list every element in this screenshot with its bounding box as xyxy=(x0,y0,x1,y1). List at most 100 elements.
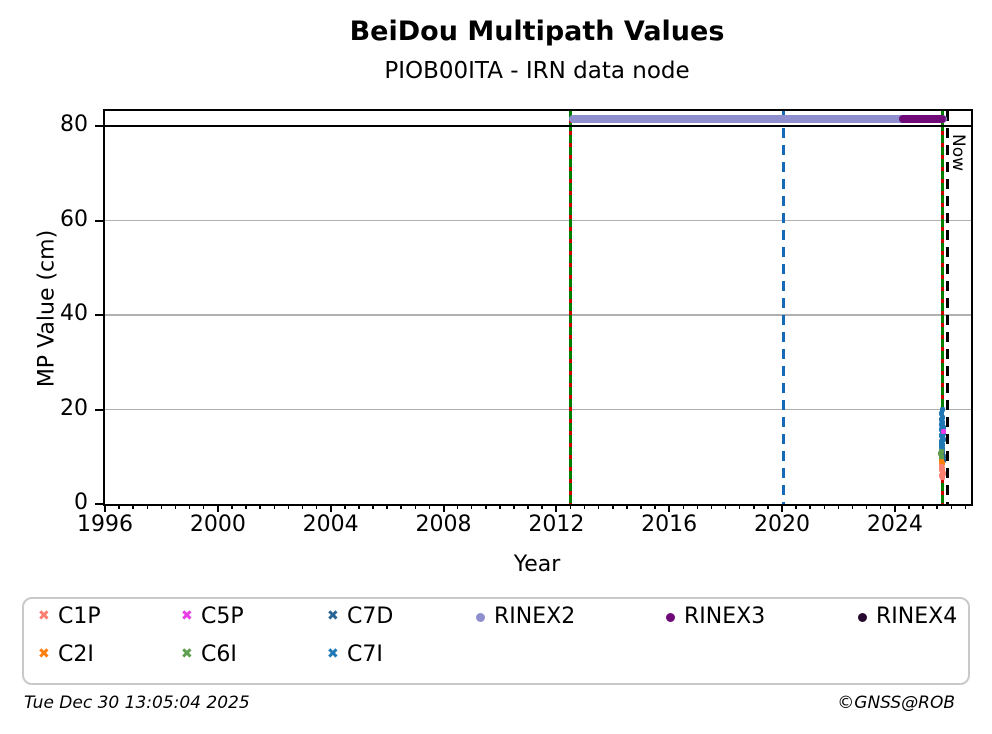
x-minor-tick xyxy=(809,504,811,509)
x-major-tick xyxy=(104,504,106,512)
legend-label-c7d: C7D xyxy=(347,604,394,629)
rinex3-circle-marker-icon xyxy=(666,613,675,622)
gridline-y xyxy=(105,219,971,222)
scatter-point-C7I xyxy=(940,414,946,420)
chart-subtitle: PIOB00ITA - IRN data node xyxy=(384,58,690,84)
x-axis-title: Year xyxy=(513,552,561,577)
x-minor-tick xyxy=(612,504,614,509)
x-minor-tick xyxy=(753,504,755,509)
rinex2-circle-marker-icon xyxy=(476,613,485,622)
x-tick-label: 2004 xyxy=(302,512,359,537)
rinex4-circle-marker-icon xyxy=(858,613,867,622)
chart-title: BeiDou Multipath Values xyxy=(349,16,725,47)
x-minor-tick xyxy=(202,504,205,509)
x-minor-tick xyxy=(569,504,572,509)
x-tick-label: 1996 xyxy=(77,512,133,537)
x-minor-tick xyxy=(485,504,487,509)
x-minor-tick xyxy=(597,504,600,509)
x-minor-tick xyxy=(865,504,868,509)
x-minor-tick xyxy=(414,504,417,509)
legend-label-c5p: C5P xyxy=(201,604,244,629)
y-tick-label: 0 xyxy=(74,490,88,515)
x-tick-label: 2024 xyxy=(866,512,923,537)
y-major-tick xyxy=(95,219,103,222)
x-minor-tick xyxy=(287,504,290,509)
x-minor-tick xyxy=(654,504,656,509)
x-minor-tick xyxy=(160,504,163,509)
x-tick-label: 2008 xyxy=(415,512,472,537)
scatter-point-C6I xyxy=(938,448,944,454)
x-minor-tick xyxy=(837,504,840,509)
x-minor-tick xyxy=(922,504,924,509)
x-minor-tick xyxy=(724,504,727,509)
x-minor-tick xyxy=(428,504,431,509)
x-minor-tick xyxy=(767,504,769,509)
x-major-tick xyxy=(781,504,783,512)
x-minor-tick xyxy=(301,504,304,509)
first-obs-line xyxy=(568,111,572,504)
x-major-tick xyxy=(442,504,445,512)
c7i-x-marker-icon: ✖ xyxy=(327,646,339,662)
rinex3-line xyxy=(781,111,785,504)
y-tick-label: 20 xyxy=(60,395,88,421)
legend-box xyxy=(22,597,970,685)
y-major-tick xyxy=(95,503,103,505)
x-minor-tick xyxy=(470,504,473,509)
x-minor-tick xyxy=(710,504,713,509)
x-minor-tick xyxy=(626,504,628,509)
c6i-x-marker-icon: ✖ xyxy=(181,646,193,662)
x-minor-tick xyxy=(823,504,826,509)
x-minor-tick xyxy=(231,504,233,509)
legend-label-c1p: C1P xyxy=(58,604,101,629)
x-minor-tick xyxy=(146,504,149,509)
c7d-x-marker-icon: ✖ xyxy=(327,608,339,624)
x-minor-tick xyxy=(386,504,388,509)
x-minor-tick xyxy=(583,504,586,509)
x-minor-tick xyxy=(245,504,247,509)
x-minor-tick xyxy=(400,504,402,509)
y-major-tick xyxy=(95,125,103,128)
x-minor-tick xyxy=(273,504,275,509)
x-minor-tick xyxy=(358,504,360,509)
plot-area xyxy=(103,109,973,506)
timestamp: Tue Dec 30 13:05:04 2025 xyxy=(24,693,250,713)
x-minor-tick xyxy=(851,504,854,509)
x-tick-label: 2000 xyxy=(189,512,246,537)
x-minor-tick xyxy=(188,504,191,509)
x-major-tick xyxy=(216,504,219,512)
scatter-point-C1P xyxy=(940,467,945,473)
x-minor-tick xyxy=(640,504,642,509)
x-minor-tick xyxy=(174,504,177,509)
x-tick-label: 2012 xyxy=(528,512,585,537)
y-tick-label: 40 xyxy=(60,301,88,327)
x-major-tick xyxy=(329,504,332,512)
scatter-point-C1P xyxy=(939,474,945,480)
scatter-point-C7I xyxy=(939,411,945,417)
x-minor-tick xyxy=(696,504,699,509)
x-minor-tick xyxy=(132,504,134,509)
y-tick-label: 80 xyxy=(60,112,88,138)
x-major-tick xyxy=(668,504,671,512)
x-minor-tick xyxy=(344,504,346,509)
x-major-tick xyxy=(893,504,896,512)
threshold-line xyxy=(105,124,971,128)
x-minor-tick xyxy=(259,504,261,509)
y-major-tick xyxy=(95,314,103,317)
availability-bar-RINEX2 xyxy=(569,115,947,124)
legend-label-c6i: C6I xyxy=(201,642,237,667)
x-minor-tick xyxy=(513,504,515,509)
availability-bar-RINEX3 xyxy=(899,115,946,124)
y-major-tick xyxy=(95,408,103,411)
legend-label-rinex3: RINEX3 xyxy=(684,604,766,629)
x-minor-tick xyxy=(499,504,501,509)
now-line xyxy=(946,111,950,504)
c2i-x-marker-icon: ✖ xyxy=(38,646,50,662)
x-major-tick xyxy=(555,504,558,512)
last-obs-line xyxy=(940,111,944,504)
legend-label-rinex2: RINEX2 xyxy=(494,604,576,629)
x-minor-tick xyxy=(964,504,967,509)
x-minor-tick xyxy=(950,504,952,509)
c1p-x-marker-icon: ✖ xyxy=(38,608,50,624)
x-minor-tick xyxy=(456,504,459,509)
legend-label-c2i: C2I xyxy=(58,642,94,667)
